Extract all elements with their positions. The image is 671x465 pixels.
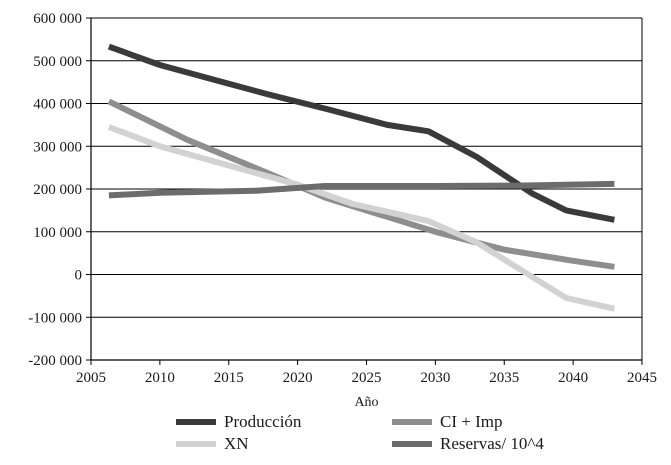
legend: Producción CI + Imp XN Reservas/ 10^4 <box>176 412 544 453</box>
y-tick-label-5: 300 000 <box>33 139 82 155</box>
y-tick-label-4: 200 000 <box>33 182 82 198</box>
y-tick-label-2: 0 <box>75 268 83 284</box>
series-line-0 <box>107 43 615 223</box>
x-tick-label-4: 2025 <box>352 370 382 386</box>
legend-label-1: CI + Imp <box>440 412 502 431</box>
y-tick-label-6: 400 000 <box>33 97 82 113</box>
y-tick-label-3: 100 000 <box>33 225 82 241</box>
y-tick-label-8: 600 000 <box>33 11 82 27</box>
x-axis-title: Año <box>354 395 378 410</box>
legend-label-2: XN <box>224 434 249 453</box>
x-tick-label-7: 2040 <box>558 370 588 386</box>
y-tick-label-1: -100 000 <box>28 310 82 326</box>
tick-labels: -200 000 -100 000 0 100 000 200 000 300 000 40… <box>28 11 657 386</box>
legend-label-0: Producción <box>224 412 302 431</box>
x-tick-label-8: 2045 <box>627 370 657 386</box>
legend-label-3: Reservas/ 10^4 <box>440 434 544 453</box>
series-line-3 <box>108 180 615 199</box>
series-lines <box>107 43 616 312</box>
x-tick-label-2: 2015 <box>214 370 244 386</box>
x-tick-label-1: 2010 <box>145 370 175 386</box>
series-line-2 <box>107 124 616 312</box>
x-tick-label-6: 2035 <box>489 370 519 386</box>
x-tick-label-3: 2020 <box>283 370 313 386</box>
x-tick-label-0: 2005 <box>76 370 106 386</box>
x-tick-label-5: 2030 <box>420 370 450 386</box>
series-line-1 <box>107 98 615 270</box>
y-tick-label-0: -200 000 <box>28 353 82 369</box>
axes <box>86 17 643 365</box>
y-tick-label-7: 500 000 <box>33 54 82 70</box>
